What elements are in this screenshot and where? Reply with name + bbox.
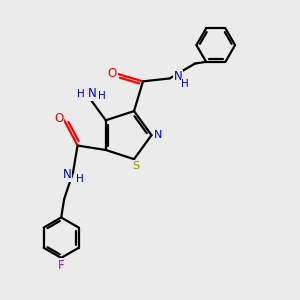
- Text: H: H: [77, 88, 85, 98]
- Text: H: H: [98, 91, 106, 100]
- Text: S: S: [132, 161, 139, 171]
- Text: N: N: [174, 70, 183, 83]
- Text: N: N: [154, 130, 162, 140]
- Text: H: H: [181, 79, 189, 89]
- Text: O: O: [108, 68, 117, 80]
- Text: O: O: [54, 112, 63, 125]
- Text: N: N: [88, 87, 97, 100]
- Text: N: N: [63, 168, 71, 181]
- Text: H: H: [76, 174, 83, 184]
- Text: F: F: [58, 259, 64, 272]
